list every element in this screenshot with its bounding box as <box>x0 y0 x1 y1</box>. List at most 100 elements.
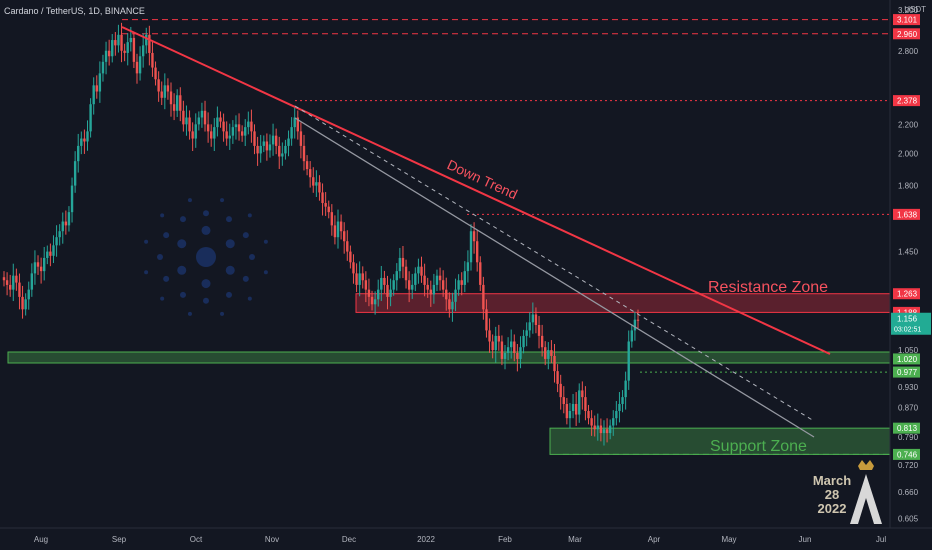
candle-body <box>321 192 324 204</box>
candle-body <box>278 145 281 157</box>
price-tick-label: 0.660 <box>898 488 919 497</box>
candle-body <box>469 231 473 263</box>
logo-dot <box>247 296 252 301</box>
candle-body <box>203 110 207 125</box>
candle-body <box>228 135 231 139</box>
candle-body <box>234 124 238 128</box>
candle-body <box>8 284 12 290</box>
candle-body <box>506 347 510 354</box>
candle-body <box>15 275 18 283</box>
candle-body <box>151 52 154 68</box>
candle-body <box>21 296 24 310</box>
candle-body <box>302 145 306 162</box>
candle-body <box>593 425 596 430</box>
author-logo-icon <box>850 460 882 524</box>
candle-body <box>268 144 272 151</box>
price-level-label: 3.101 <box>897 16 918 25</box>
candle-body <box>587 411 590 419</box>
candle-body <box>407 280 411 290</box>
logo-dot <box>160 213 165 218</box>
candle-body <box>318 182 321 193</box>
candle-body <box>166 85 170 92</box>
candle-body <box>380 277 383 290</box>
candle-body <box>525 330 528 336</box>
price-tick-label: 0.790 <box>898 433 919 442</box>
candle-body <box>389 289 392 297</box>
candle-body <box>172 104 176 111</box>
candle-body <box>240 131 244 136</box>
down-trend-line[interactable] <box>121 26 831 355</box>
candle-body <box>49 251 52 256</box>
candle-body <box>494 335 497 351</box>
candle-body <box>553 355 556 372</box>
logo-dot <box>163 232 170 239</box>
annotation-down-trend: Down Trend <box>445 156 520 202</box>
candle-body <box>605 429 609 434</box>
price-level-label-bg <box>893 448 920 460</box>
candle-body <box>510 341 513 348</box>
candle-body <box>571 403 575 412</box>
candle-body <box>352 262 355 274</box>
candle-body <box>36 262 40 267</box>
candle-body <box>154 67 157 80</box>
chart-title: Cardano / TetherUS, 1D, BINANCE <box>4 6 145 16</box>
candle-body <box>138 56 142 74</box>
candle-body <box>519 347 522 359</box>
candle-body <box>550 350 553 356</box>
candle-body <box>392 280 395 290</box>
logo-dot <box>157 254 163 260</box>
candle-body <box>615 411 618 419</box>
candle-body <box>581 390 584 398</box>
logo-dot <box>225 265 235 275</box>
time-tick-label: Oct <box>190 535 203 544</box>
time-tick-label: Jul <box>876 535 886 544</box>
candle-body <box>67 212 71 226</box>
channel-line-dashed[interactable] <box>294 105 815 422</box>
time-tick-label: May <box>721 535 736 544</box>
candle-body <box>544 347 547 359</box>
current-price-label-bg <box>891 312 931 335</box>
candle-body <box>80 138 83 146</box>
candle-body <box>210 131 213 139</box>
candle-body <box>457 280 460 290</box>
candle-body <box>253 131 256 146</box>
candle-body <box>126 42 129 53</box>
channel-line-solid[interactable] <box>294 117 815 438</box>
candle-body <box>123 50 126 53</box>
candle-body <box>206 124 210 132</box>
candle-body <box>315 182 318 186</box>
time-tick-label: Feb <box>498 535 512 544</box>
candle-body <box>624 380 627 398</box>
candle-body <box>5 280 9 285</box>
candle-body <box>89 104 92 132</box>
price-tick-label: 2.200 <box>898 120 919 129</box>
logo-dot <box>203 210 209 217</box>
candle-body <box>247 121 250 128</box>
time-tick-label: Dec <box>342 535 356 544</box>
candle-body <box>513 341 516 354</box>
candle-body <box>290 127 293 139</box>
logo-dot <box>249 254 255 260</box>
candle-body <box>111 40 114 57</box>
candle-body <box>293 117 296 128</box>
time-tick-label: Apr <box>648 535 661 544</box>
candle-body <box>160 91 163 98</box>
candle-body <box>157 79 160 92</box>
candle-body <box>349 251 352 263</box>
time-axis[interactable]: Aug Sep Oct Nov Dec 2022 Feb Mar Apr May Jun Jul <box>0 527 932 550</box>
candle-body <box>281 153 284 157</box>
candle-body <box>441 280 445 290</box>
logo-dot <box>220 311 225 316</box>
candle-body <box>58 231 61 238</box>
candle-body <box>426 284 429 290</box>
candle-body <box>497 335 501 342</box>
price-level-label: 0.977 <box>897 368 918 377</box>
candle-body <box>627 341 630 381</box>
time-tick-label: 2022 <box>417 535 435 544</box>
candle-body <box>262 141 265 146</box>
candle-body <box>423 275 426 285</box>
candle-body <box>599 425 603 434</box>
time-tick-label: Sep <box>112 535 127 544</box>
